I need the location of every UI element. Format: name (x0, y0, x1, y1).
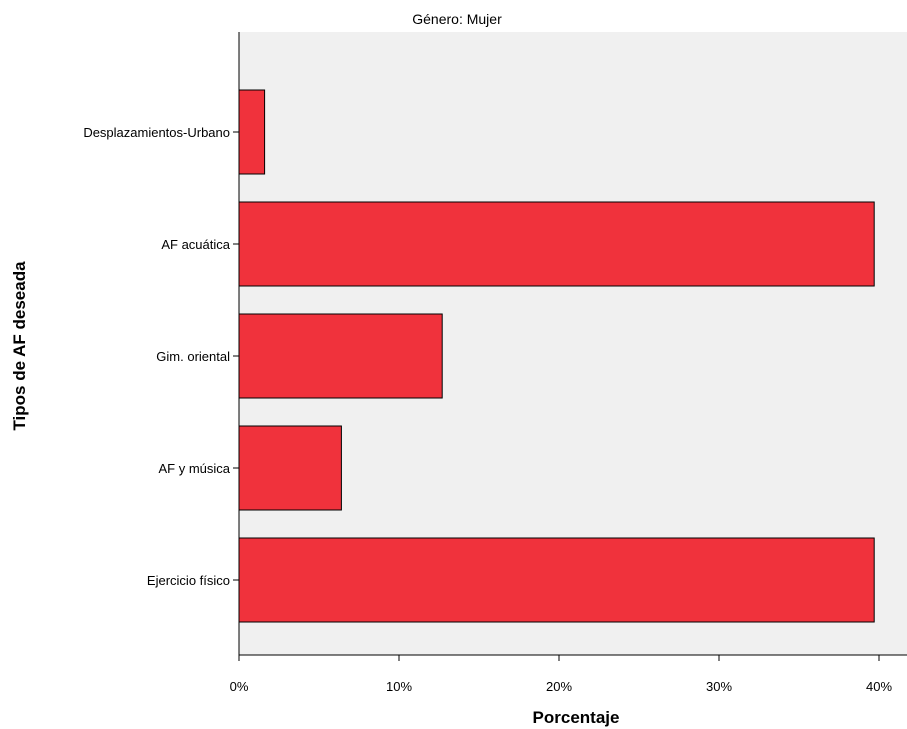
y-tick-label: Gim. oriental (156, 349, 230, 364)
chart-title: Género: Mujer (412, 11, 502, 27)
y-axis-title: Tipos de AF deseada (10, 261, 29, 431)
bar (238, 537, 875, 623)
y-ticks-group: Desplazamientos-Urbano AF acuática Gim. or… (83, 125, 239, 588)
bars-group (238, 89, 875, 623)
bar (238, 201, 875, 287)
y-tick-label: AF y música (158, 461, 230, 476)
y-tick-label: Ejercicio físico (147, 573, 230, 588)
y-tick-label: AF acuática (161, 237, 230, 252)
x-tick-label: 0% (230, 679, 249, 694)
x-ticks-group: 0% 10% 20% 30% 40% (230, 655, 892, 694)
bar (238, 425, 342, 511)
y-tick-label: Desplazamientos-Urbano (83, 125, 230, 140)
x-axis-title: Porcentaje (533, 708, 620, 727)
x-tick-label: 20% (546, 679, 572, 694)
x-tick-label: 30% (706, 679, 732, 694)
x-tick-label: 10% (386, 679, 412, 694)
bar (238, 313, 443, 399)
x-tick-label: 40% (866, 679, 892, 694)
bar (238, 89, 266, 175)
